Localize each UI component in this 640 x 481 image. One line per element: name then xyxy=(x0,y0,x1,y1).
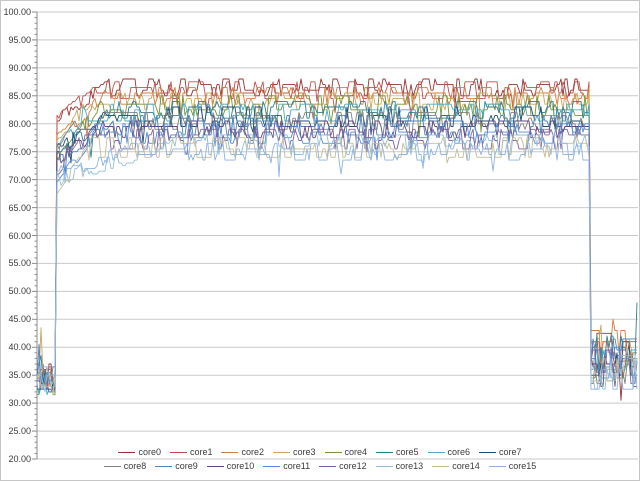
series-line-core15 xyxy=(37,142,638,390)
legend-item-core3: core3 xyxy=(272,447,316,458)
y-axis-tick-label: 90.00 xyxy=(8,63,31,73)
legend-label: core12 xyxy=(339,461,367,471)
legend-label: core10 xyxy=(226,461,255,471)
legend-line-swatch xyxy=(221,452,239,453)
series-line-core9 xyxy=(36,114,637,393)
legend-item-core1: core1 xyxy=(169,447,213,458)
y-axis-tick-label: 75.00 xyxy=(8,147,31,157)
legend-label: core4 xyxy=(344,447,368,457)
legend-item-core8: core8 xyxy=(103,461,147,472)
legend-label: core6 xyxy=(447,447,471,457)
legend-label: core5 xyxy=(396,447,419,457)
legend-label: core3 xyxy=(292,447,316,457)
legend-label: core11 xyxy=(283,461,311,471)
legend-item-core13: core13 xyxy=(375,461,424,472)
legend-row-1: core0 core1 core2 core3 core4 core5 core6 core7 xyxy=(1,447,639,458)
y-axis-tick-label: 70.00 xyxy=(8,175,31,185)
legend-line-swatch xyxy=(375,466,393,467)
series-line-core14 xyxy=(36,137,637,396)
series-line-core4 xyxy=(37,95,637,396)
series-line-core8 xyxy=(36,112,637,385)
legend-label: core15 xyxy=(508,461,537,471)
legend-item-core14: core14 xyxy=(432,461,480,472)
y-axis-tick-label: 60.00 xyxy=(8,231,31,241)
legend-line-swatch xyxy=(319,466,337,467)
legend-item-core5: core5 xyxy=(376,447,419,458)
legend-label: core1 xyxy=(189,447,213,457)
legend-line-swatch xyxy=(479,452,497,453)
y-axis-tick-label: 40.00 xyxy=(8,342,31,352)
series-line-core6 xyxy=(36,103,637,396)
y-axis xyxy=(32,11,38,460)
legend-label: core7 xyxy=(499,447,522,457)
legend-row-2: core8 core9 core10 core11 core12 core13 core14… xyxy=(1,461,639,472)
legend-item-core4: core4 xyxy=(324,447,368,458)
y-axis-tick-label: 85.00 xyxy=(8,91,31,101)
legend-line-swatch xyxy=(263,466,281,467)
legend-item-core7: core7 xyxy=(479,447,522,458)
y-axis-tick-label: 100.00 xyxy=(3,7,31,17)
y-axis-tick-label: 65.00 xyxy=(8,203,31,213)
y-axis-tick-label: 45.00 xyxy=(8,314,31,324)
legend-label: core9 xyxy=(175,461,198,471)
legend-label: core13 xyxy=(395,461,424,471)
y-axis-tick-label: 35.00 xyxy=(8,370,31,380)
legend-item-core2: core2 xyxy=(221,447,264,458)
series-line-core10 xyxy=(37,120,637,390)
legend-line-swatch xyxy=(155,466,173,467)
legend-line-swatch xyxy=(427,452,445,453)
legend-line-swatch xyxy=(272,452,290,453)
legend-line-swatch xyxy=(206,466,224,467)
legend-line-swatch xyxy=(376,452,394,453)
legend-item-core6: core6 xyxy=(427,447,471,458)
legend-item-core11: core11 xyxy=(263,461,310,472)
y-axis-tick-label: 95.00 xyxy=(8,35,31,45)
y-axis-tick-label: 25.00 xyxy=(8,426,31,436)
series-lines xyxy=(36,78,638,401)
legend-line-swatch xyxy=(324,452,342,453)
y-axis-tick-label: 80.00 xyxy=(8,119,31,129)
legend-line-swatch xyxy=(169,452,187,453)
legend-line-swatch xyxy=(488,466,506,467)
y-axis-tick-label: 30.00 xyxy=(8,398,31,408)
legend-label: core14 xyxy=(452,461,480,471)
legend-item-core9: core9 xyxy=(155,461,198,472)
legend-item-core15: core15 xyxy=(488,461,537,472)
legend-line-swatch xyxy=(118,452,136,453)
legend-item-core10: core10 xyxy=(206,461,255,472)
y-axis-tick-label: 55.00 xyxy=(8,258,31,268)
legend-item-core0: core0 xyxy=(118,447,161,458)
series-line-core12 xyxy=(37,128,638,390)
legend-label: core2 xyxy=(241,447,264,457)
series-line-core2 xyxy=(37,86,637,387)
legend-line-swatch xyxy=(103,466,121,467)
y-axis-tick-label: 20.00 xyxy=(8,454,31,464)
legend-label: core0 xyxy=(138,447,161,457)
series-line-core13 xyxy=(37,134,638,393)
series-line-core7 xyxy=(37,106,637,393)
legend-item-core12: core12 xyxy=(319,461,367,472)
legend-label: core8 xyxy=(123,461,147,471)
legend-line-swatch xyxy=(432,466,450,467)
series-line-core0 xyxy=(37,78,637,401)
y-axis-tick-label: 50.00 xyxy=(8,286,31,296)
series-line-core5 xyxy=(36,100,638,382)
